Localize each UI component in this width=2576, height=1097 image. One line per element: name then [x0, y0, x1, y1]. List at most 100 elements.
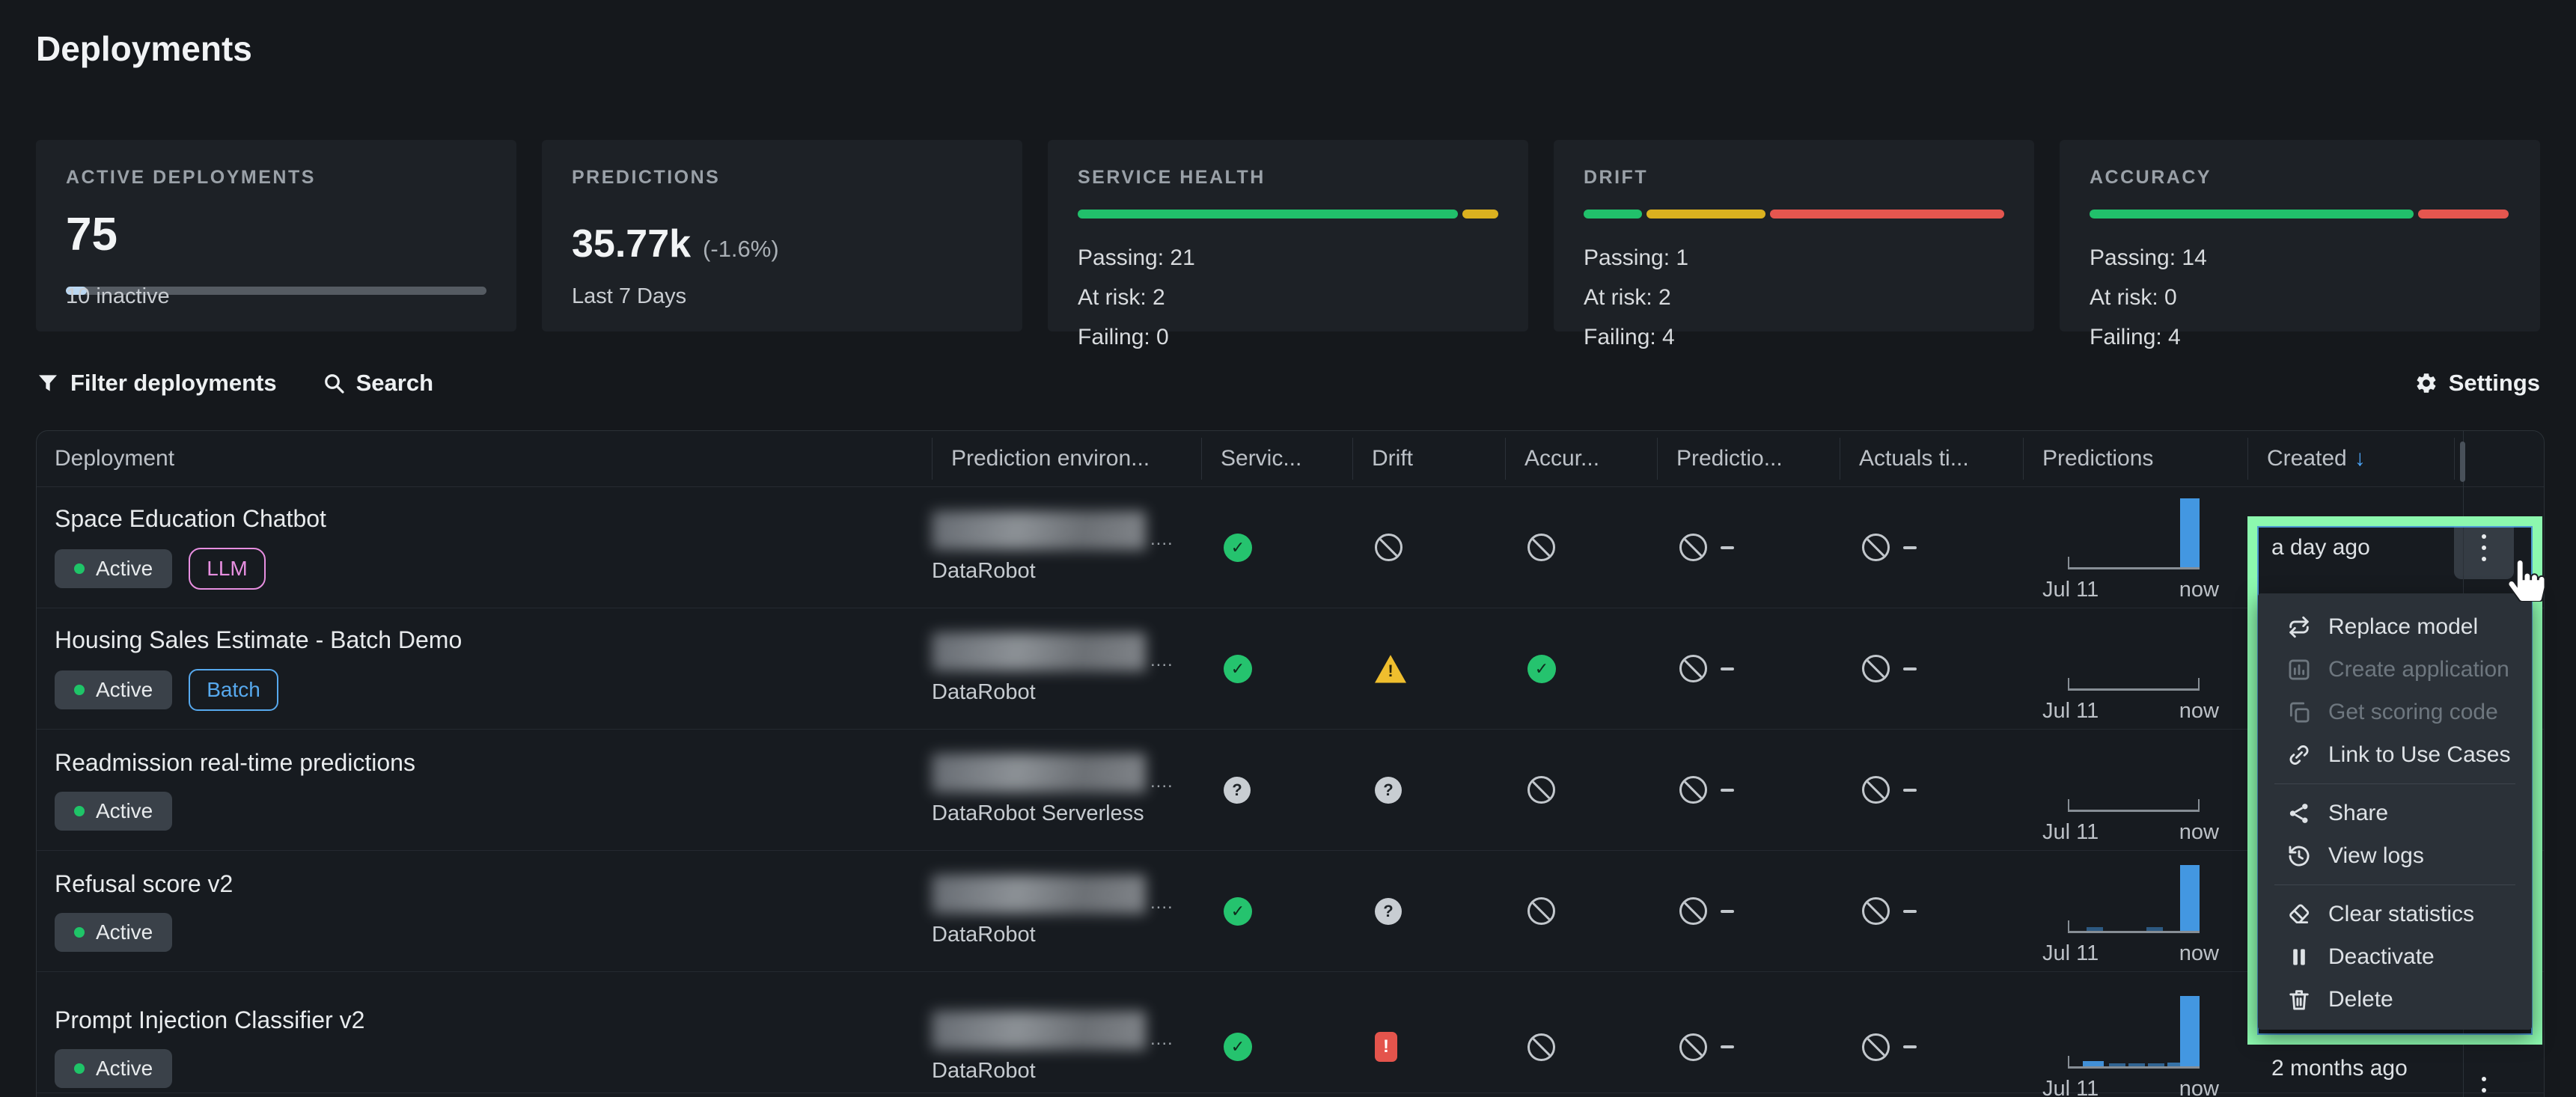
prediction-timeliness-status-icon	[1679, 655, 1707, 682]
table-row: Refusal score v2 Active .... DataRobot J…	[37, 851, 2544, 972]
bar-segment-atrisk	[1462, 210, 1498, 219]
menu-item-link-to-use-cases[interactable]: Link to Use Cases	[2258, 733, 2532, 776]
dash-icon	[1903, 546, 1917, 549]
passing-stat: Passing: 1	[1584, 238, 2004, 278]
accuracy-status-icon	[1527, 655, 1556, 683]
created-value: 2 months ago	[2271, 1056, 2408, 1081]
actuals-timeliness-status-icon	[1862, 897, 1890, 925]
actuals-timeliness-status-icon	[1862, 1033, 1890, 1061]
table-row: Housing Sales Estimate - Batch Demo Acti…	[37, 608, 2544, 730]
column-header-deployment[interactable]: Deployment	[53, 438, 932, 480]
sparkline-end-label: now	[2179, 699, 2219, 724]
dash-icon	[1903, 789, 1917, 792]
column-header-prediction-timeliness[interactable]: Predictio...	[1657, 438, 1840, 480]
gear-icon	[2414, 371, 2438, 395]
clear-statistics-icon	[2286, 902, 2312, 927]
dash-icon	[1903, 1045, 1917, 1048]
sparkline-start-label: Jul 11	[2042, 578, 2099, 602]
card-label: SERVICE HEALTH	[1078, 167, 1498, 189]
menu-item-share[interactable]: Share	[2258, 792, 2532, 834]
truncation-ellipsis: ....	[1150, 529, 1173, 550]
table-row: Readmission real-time predictions Active…	[37, 730, 2544, 851]
status-badge: Active	[55, 792, 172, 831]
deployment-name[interactable]: Prompt Injection Classifier v2	[55, 1006, 364, 1034]
sparkline-start-label: Jul 11	[2042, 941, 2099, 966]
redacted-environment-name	[932, 754, 1146, 792]
column-header-predictions[interactable]: Predictions	[2023, 438, 2247, 480]
accuracy-status-icon	[1527, 776, 1555, 804]
deactivate-icon	[2286, 944, 2312, 970]
column-header-created[interactable]: Created ↓	[2247, 438, 2454, 480]
passing-stat: Passing: 14	[2090, 238, 2510, 278]
drift-status-icon	[1375, 777, 1402, 804]
type-badge: LLM	[189, 548, 265, 590]
sparkline-end-label: now	[2179, 941, 2219, 966]
service-health-status-icon	[1224, 897, 1252, 926]
card-label: PREDICTIONS	[572, 167, 992, 189]
prediction-timeliness-status-icon	[1679, 776, 1707, 804]
menu-item-delete[interactable]: Delete	[2258, 978, 2532, 1021]
predictions-sparkline: Jul 11 now	[2068, 492, 2200, 604]
column-header-actions	[2454, 438, 2536, 480]
drift-status-icon	[1375, 1032, 1397, 1062]
accuracy-status-icon	[1527, 1033, 1555, 1061]
dash-icon	[1903, 910, 1917, 913]
scrollbar-thumb[interactable]	[2460, 441, 2465, 482]
predictions-sparkline: Jul 11 now	[2068, 991, 2200, 1097]
sparkline-start-label: Jul 11	[2042, 1077, 2099, 1097]
menu-item-create-application: Create application	[2258, 648, 2532, 691]
sparkline-start-label: Jul 11	[2042, 820, 2099, 845]
table-row: Prompt Injection Classifier v2 Active ..…	[37, 972, 2544, 1093]
filter-deployments-button[interactable]: Filter deployments	[36, 370, 277, 397]
menu-item-view-logs[interactable]: View logs	[2258, 834, 2532, 877]
card-label: DRIFT	[1584, 167, 2004, 189]
menu-item-clear-statistics[interactable]: Clear statistics	[2258, 893, 2532, 935]
summary-cards: ACTIVE DEPLOYMENTS 75 10 inactive PREDIC…	[36, 140, 2540, 331]
column-header-prediction-environment[interactable]: Prediction environ...	[932, 438, 1201, 480]
active-dot-icon	[74, 806, 85, 816]
deployment-name[interactable]: Refusal score v2	[55, 870, 233, 898]
card-label: ACCURACY	[2090, 167, 2510, 189]
card-predictions: PREDICTIONS 35.77k (-1.6%) Last 7 Days	[542, 140, 1022, 331]
filter-label: Filter deployments	[70, 370, 277, 397]
environment-platform: DataRobot	[932, 1059, 1036, 1084]
table-row: Space Education Chatbot Active LLM .... …	[37, 487, 2544, 608]
drift-status-icon	[1375, 655, 1406, 683]
environment-platform: DataRobot	[932, 680, 1036, 705]
dash-icon	[1721, 1045, 1734, 1048]
failing-stat: Failing: 0	[1078, 317, 1498, 357]
link-use-cases-icon	[2286, 742, 2312, 768]
dash-icon	[1721, 789, 1734, 792]
menu-divider	[2274, 884, 2515, 885]
dash-icon	[1903, 667, 1917, 670]
card-accuracy: ACCURACY Passing: 14 At risk: 0 Failing:…	[2060, 140, 2540, 331]
redacted-environment-name	[932, 511, 1146, 550]
menu-item-replace-model[interactable]: Replace model	[2258, 605, 2532, 648]
settings-label: Settings	[2449, 370, 2540, 397]
deployment-name[interactable]: Readmission real-time predictions	[55, 749, 415, 777]
card-drift: DRIFT Passing: 1 At risk: 2 Failing: 4	[1554, 140, 2034, 331]
table-header: Deployment Prediction environ... Servic.…	[37, 431, 2544, 487]
actuals-timeliness-status-icon	[1862, 534, 1890, 561]
search-label: Search	[356, 370, 433, 397]
card-active-deployments: ACTIVE DEPLOYMENTS 75 10 inactive	[36, 140, 516, 331]
search-button[interactable]: Search	[322, 370, 433, 397]
predictions-range-label: Last 7 Days	[572, 284, 686, 309]
column-header-actuals-timeliness[interactable]: Actuals ti...	[1840, 438, 2023, 480]
column-header-service-health[interactable]: Servic...	[1201, 438, 1352, 480]
drift-bar	[1584, 210, 2004, 219]
search-icon	[322, 371, 346, 395]
sparkline-end-label: now	[2179, 820, 2219, 845]
redacted-environment-name	[932, 632, 1146, 671]
predictions-sparkline: Jul 11 now	[2068, 855, 2200, 968]
column-header-drift[interactable]: Drift	[1352, 438, 1505, 480]
deployment-name[interactable]: Housing Sales Estimate - Batch Demo	[55, 626, 462, 654]
card-label: ACTIVE DEPLOYMENTS	[66, 167, 486, 189]
settings-button[interactable]: Settings	[2414, 370, 2540, 397]
dash-icon	[1721, 910, 1734, 913]
menu-item-deactivate[interactable]: Deactivate	[2258, 935, 2532, 978]
service-health-status-icon	[1224, 655, 1252, 683]
column-header-accuracy[interactable]: Accur...	[1505, 438, 1657, 480]
status-badge: Active	[55, 1049, 172, 1088]
deployment-name[interactable]: Space Education Chatbot	[55, 505, 326, 533]
